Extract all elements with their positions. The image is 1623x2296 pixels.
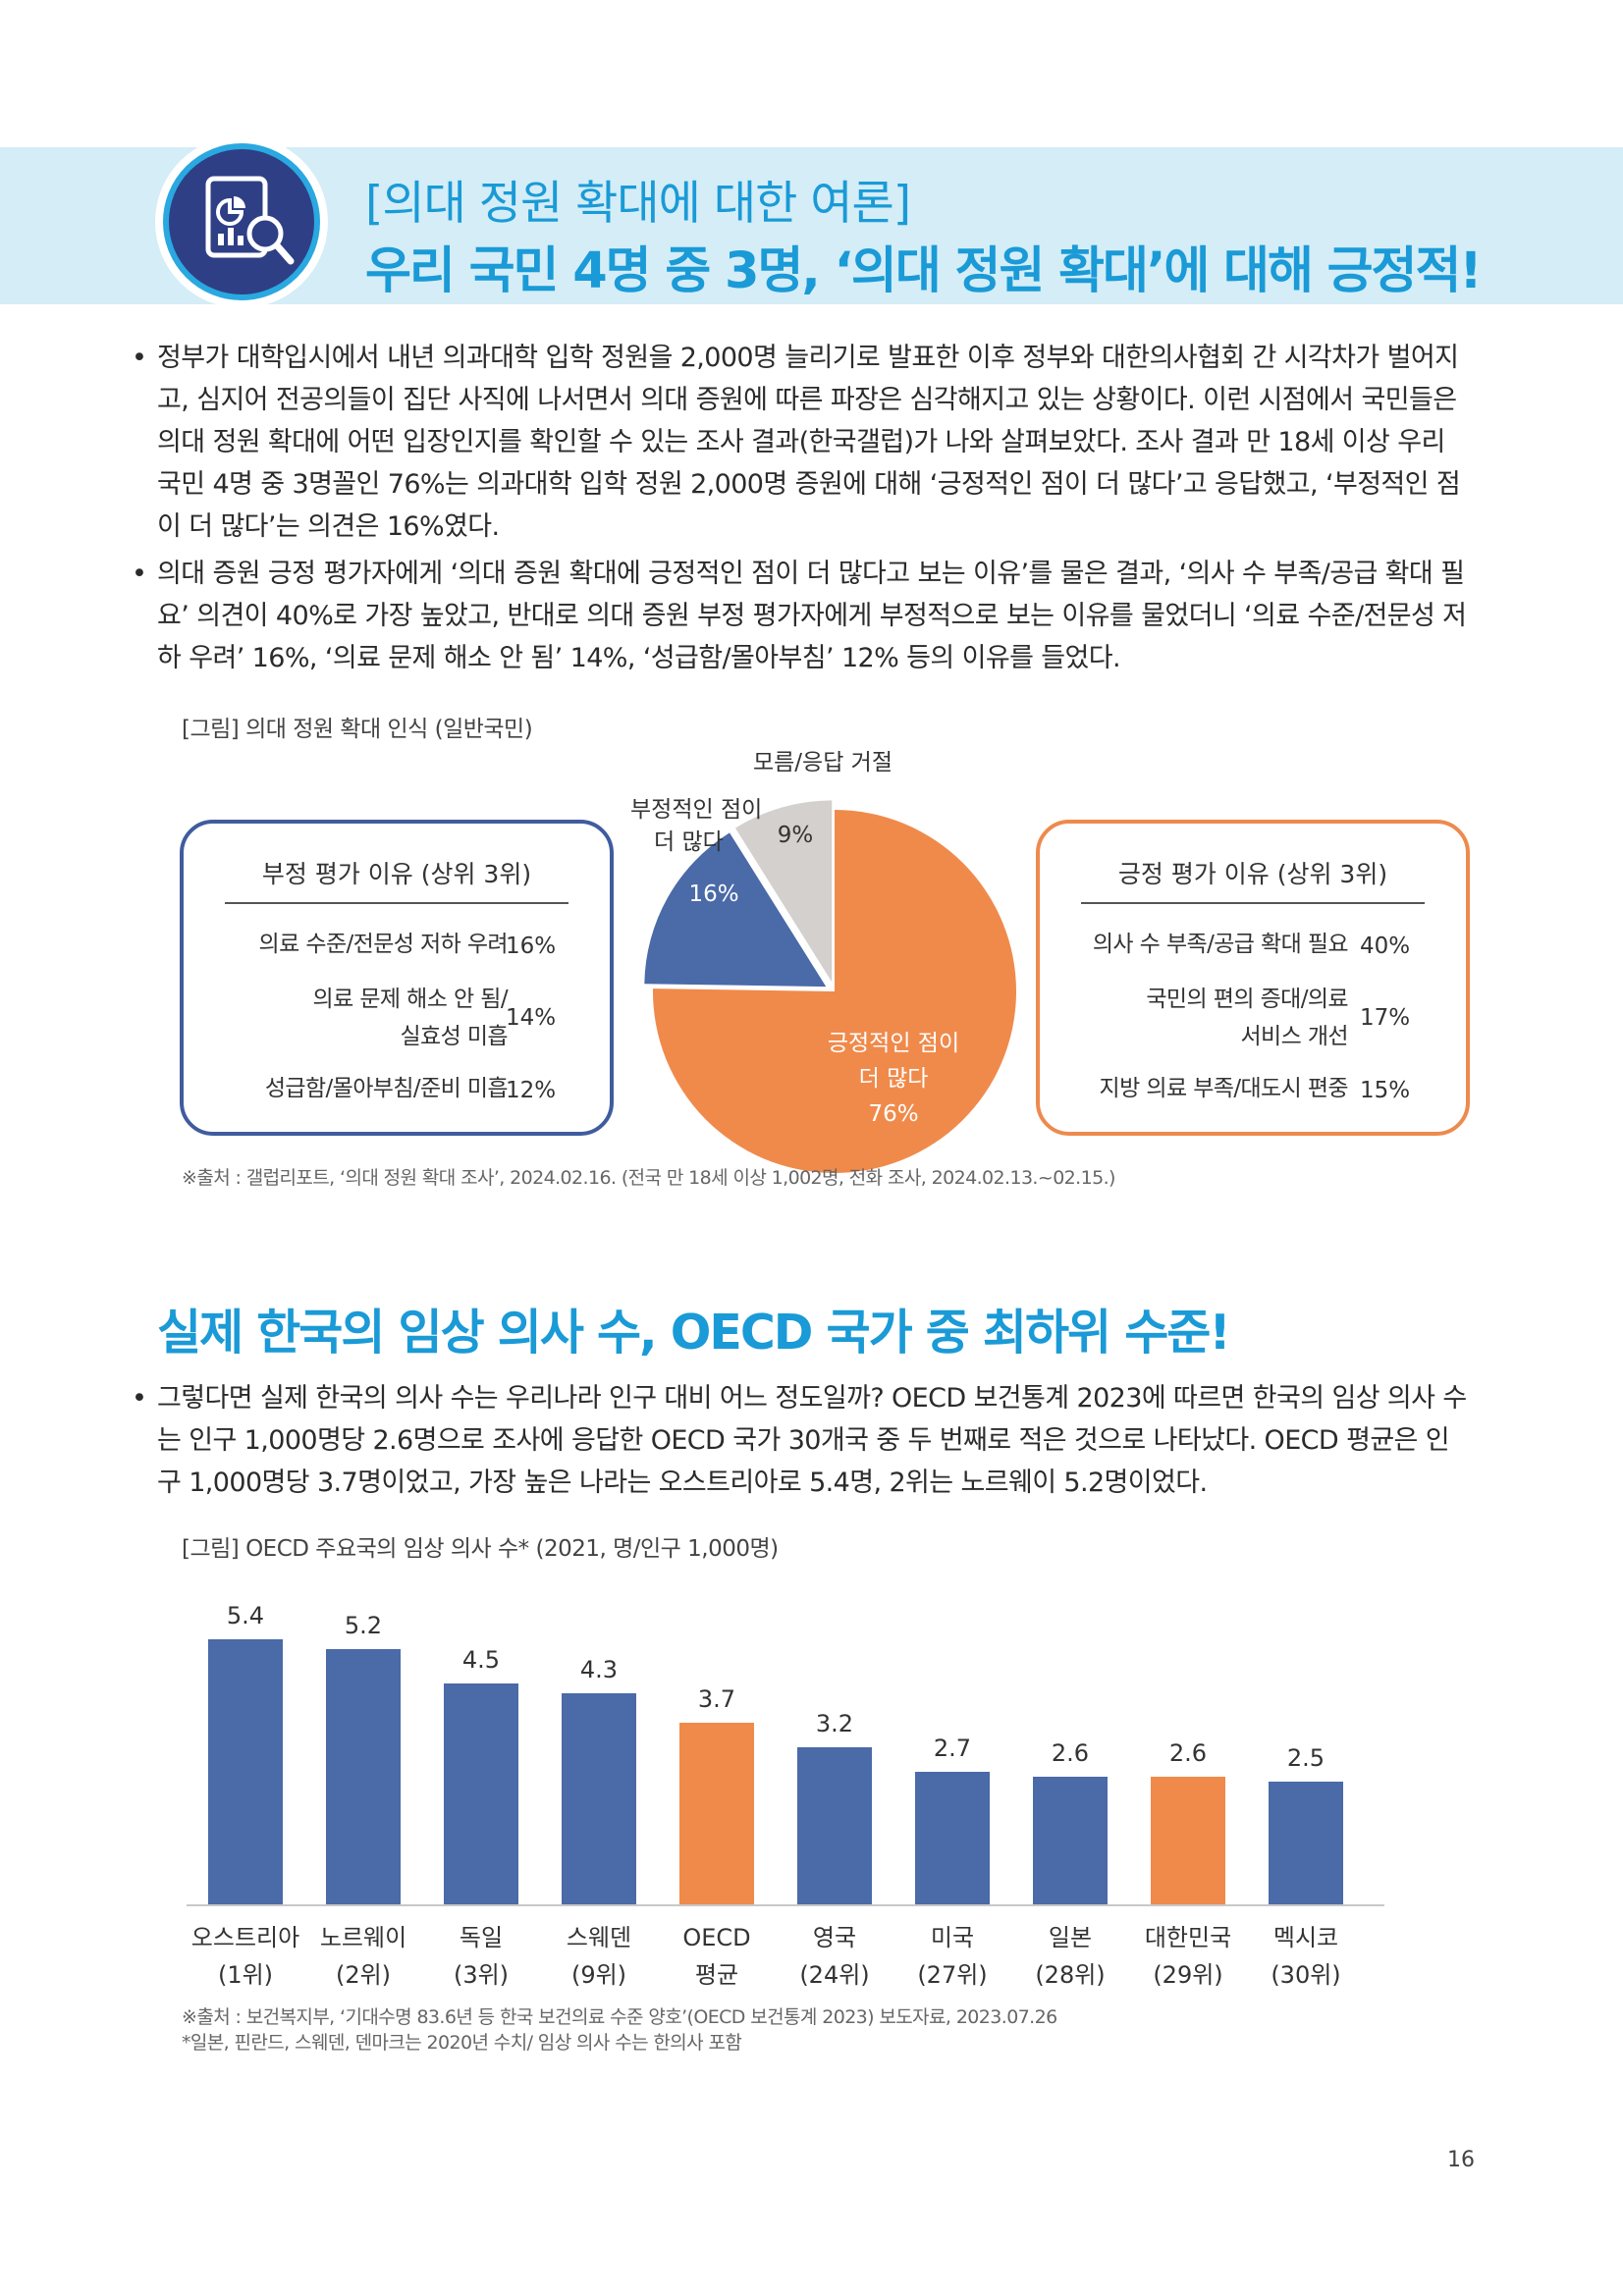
x-tick-rank-10: (30위) bbox=[1271, 1961, 1340, 1989]
x-tick-rank-2: (2위) bbox=[336, 1961, 391, 1989]
x-tick-label-9: 대한민국 bbox=[1145, 1924, 1231, 1951]
x-tick-label-5: OECD bbox=[682, 1924, 750, 1951]
x-tick-rank-7: (27위) bbox=[917, 1961, 987, 1989]
negative-item-3: 성급함/몰아부침/준비 미흡 bbox=[193, 1070, 509, 1107]
negative-item-1: 의료 수준/전문성 저하 우려 bbox=[193, 926, 509, 963]
bar-10 bbox=[1269, 1782, 1343, 1904]
negative-item-1-label: 의료 수준/전문성 저하 우려 bbox=[258, 932, 509, 957]
bullet-dot: • bbox=[132, 559, 147, 589]
positive-item-1-label: 의사 수 부족/공급 확대 필요 bbox=[1092, 932, 1349, 957]
negative-item-3-value: 12% bbox=[506, 1078, 557, 1103]
bar-2 bbox=[326, 1649, 401, 1904]
negative-box-rule bbox=[225, 902, 568, 904]
positive-item-2: 국민의 편의 증대/의료 서비스 개선 bbox=[1040, 981, 1348, 1055]
bar-value-label-1: 5.4 bbox=[227, 1602, 264, 1629]
x-tick-label-3: 독일 bbox=[460, 1924, 503, 1951]
x-tick-label-4: 스웨덴 bbox=[567, 1924, 631, 1951]
x-tick-label-8: 일본 bbox=[1049, 1924, 1092, 1951]
x-tick-rank-5: 평균 bbox=[695, 1961, 738, 1989]
x-tick-rank-8: (28위) bbox=[1035, 1961, 1105, 1989]
bar-value-label-2: 5.2 bbox=[345, 1612, 382, 1639]
bar-value-label-8: 2.6 bbox=[1052, 1739, 1089, 1767]
pie-value-negative: 16% bbox=[688, 881, 738, 907]
x-tick-label-7: 미국 bbox=[931, 1924, 974, 1951]
x-tick-rank-4: (9위) bbox=[571, 1961, 626, 1989]
bar-chart: 5.4 오스트리아 (1위) 5.2 노르웨이 (2위) 4.5 독일 (3위) 4.3 스웨덴 (9… bbox=[187, 1602, 1384, 1989]
bar-5 bbox=[679, 1723, 754, 1904]
positive-item-2-label-line1: 국민의 편의 증대/의료 bbox=[1146, 987, 1348, 1012]
pie-value-unknown: 9% bbox=[778, 823, 814, 848]
negative-item-2-label-line2: 실효성 미흡 bbox=[400, 1024, 508, 1049]
x-tick-label-6: 영국 bbox=[813, 1924, 856, 1951]
x-tick-rank-1: (1위) bbox=[218, 1961, 273, 1989]
x-tick-label-10: 멕시코 bbox=[1273, 1924, 1338, 1951]
positive-item-2-value: 17% bbox=[1360, 1005, 1411, 1031]
pie-slice-2 bbox=[644, 832, 827, 988]
bar-value-label-6: 3.2 bbox=[816, 1710, 853, 1737]
negative-item-2-label-line1: 의료 문제 해소 안 됨/ bbox=[312, 987, 509, 1012]
report-search-icon bbox=[163, 143, 320, 300]
bar-value-label-9: 2.6 bbox=[1169, 1739, 1207, 1767]
bar-value-label-4: 4.3 bbox=[580, 1656, 618, 1683]
pie-slice-1 bbox=[653, 810, 1016, 1173]
negative-item-3-label: 성급함/몰아부침/준비 미흡 bbox=[264, 1076, 509, 1101]
source-bar: ※출처 : 보건복지부, ‘기대수명 83.6년 등 한국 보건의료 수준 양호… bbox=[182, 2006, 1057, 2028]
page-number: 16 bbox=[1447, 2148, 1475, 2172]
bar-3 bbox=[444, 1683, 518, 1904]
negative-item-1-value: 16% bbox=[506, 934, 557, 959]
section2-bullet: • 그렇다면 실제 한국의 의사 수는 우리나라 인구 대비 어느 정도일까? … bbox=[132, 1377, 1473, 1504]
positive-item-2-label-line2: 서비스 개선 bbox=[1240, 1024, 1348, 1049]
pie-slice-3 bbox=[734, 800, 833, 983]
figure-label-bar: [그림] OECD 주요국의 임상 의사 수* (2021, 명/인구 1,00… bbox=[182, 1536, 779, 1562]
bar-4 bbox=[562, 1693, 636, 1904]
bar-9 bbox=[1151, 1777, 1225, 1904]
positive-box-rule bbox=[1081, 902, 1425, 904]
section2-title: 실제 한국의 임상 의사 수, OECD 국가 중 최하위 수준! bbox=[157, 1305, 1231, 1361]
bar-8 bbox=[1033, 1777, 1108, 1904]
bullet-text: 의대 증원 긍정 평가자에게 ‘의대 증원 확대에 긍정적인 점이 더 많다고 … bbox=[157, 559, 1467, 673]
source-pie: ※출처 : 갤럽리포트, ‘의대 정원 확대 조사’, 2024.02.16. … bbox=[182, 1167, 1115, 1189]
bar-value-label-3: 4.5 bbox=[462, 1646, 500, 1674]
bullet-text: 그렇다면 실제 한국의 의사 수는 우리나라 인구 대비 어느 정도일까? OE… bbox=[157, 1383, 1467, 1498]
positive-item-3-value: 15% bbox=[1360, 1078, 1411, 1103]
bar-footnote: *일본, 핀란드, 스웨덴, 덴마크는 2020년 수치/ 임상 의사 수는 한… bbox=[182, 2032, 742, 2054]
bar-value-label-7: 2.7 bbox=[934, 1735, 971, 1762]
bar-value-label-10: 2.5 bbox=[1287, 1744, 1325, 1772]
x-tick-label-1: 오스트리아 bbox=[191, 1924, 299, 1951]
bar-value-label-5: 3.7 bbox=[698, 1685, 735, 1713]
positive-reasons-box: 긍정 평가 이유 (상위 3위) 의사 수 부족/공급 확대 필요 40% 국민… bbox=[1036, 820, 1470, 1136]
bullet-dot: • bbox=[132, 1383, 147, 1414]
positive-item-1: 의사 수 부족/공급 확대 필요 bbox=[1040, 926, 1349, 963]
bar-7 bbox=[915, 1772, 990, 1904]
figure-label-pie: [그림] 의대 정원 확대 인식 (일반국민) bbox=[182, 717, 533, 742]
x-tick-rank-3: (3위) bbox=[454, 1961, 509, 1989]
header-title: 우리 국민 4명 중 3명, ‘의대 정원 확대’에 대해 긍정적! bbox=[365, 242, 1483, 300]
x-tick-rank-9: (29위) bbox=[1153, 1961, 1222, 1989]
pie-label-unknown: 모름/응답 거절 bbox=[753, 750, 893, 775]
pie-label-positive: 긍정적인 점이 더 많다 76% bbox=[828, 1031, 959, 1127]
section1-bullet-2: • 의대 증원 긍정 평가자에게 ‘의대 증원 확대에 긍정적인 점이 더 많다… bbox=[132, 553, 1473, 679]
bullet-dot: • bbox=[132, 343, 147, 373]
positive-item-1-value: 40% bbox=[1360, 934, 1411, 959]
pie-label-negative: 부정적인 점이 더 많다 bbox=[630, 797, 762, 855]
positive-item-3-label: 지방 의료 부족/대도시 편중 bbox=[1099, 1076, 1349, 1101]
positive-item-3: 지방 의료 부족/대도시 편중 bbox=[1040, 1070, 1349, 1107]
bullet-text: 정부가 대학입시에서 내년 의과대학 입학 정원을 2,000명 늘리기로 발표… bbox=[157, 343, 1461, 542]
bar-6 bbox=[797, 1747, 872, 1904]
header-kicker: [의대 정원 확대에 대한 여론] bbox=[365, 177, 911, 231]
negative-reasons-box: 부정 평가 이유 (상위 3위) 의료 수준/전문성 저하 우려 16% 의료 … bbox=[180, 820, 614, 1136]
section1-bullet-1: • 정부가 대학입시에서 내년 의과대학 입학 정원을 2,000명 늘리기로 … bbox=[132, 337, 1473, 548]
bar-1 bbox=[208, 1639, 283, 1904]
positive-box-title: 긍정 평가 이유 (상위 3위) bbox=[1117, 860, 1388, 888]
x-tick-label-2: 노르웨이 bbox=[320, 1924, 406, 1951]
negative-item-2-value: 14% bbox=[506, 1005, 557, 1031]
x-tick-rank-6: (24위) bbox=[799, 1961, 869, 1989]
negative-item-2: 의료 문제 해소 안 됨/ 실효성 미흡 bbox=[193, 981, 509, 1055]
negative-box-title: 부정 평가 이유 (상위 3위) bbox=[261, 860, 532, 888]
